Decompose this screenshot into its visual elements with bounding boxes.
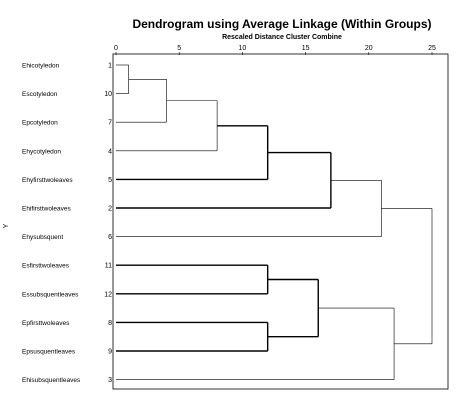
x-tick-label: 20: [365, 45, 373, 52]
case-number: 12: [104, 291, 112, 298]
case-number: 9: [108, 349, 112, 356]
x-tick-label: 0: [114, 45, 118, 52]
case-number: 11: [105, 263, 112, 270]
y-axis-label: Y: [3, 223, 10, 228]
leaf-label: Escotyledon: [22, 91, 58, 98]
case-number: 5: [108, 177, 112, 184]
leaf-label: Esfirsttwoleaves: [22, 263, 70, 270]
chart-title: Dendrogram using Average Linkage (Within…: [132, 17, 431, 31]
x-axis-ticks: 0 5 10 15 20 25: [114, 45, 436, 55]
x-tick-label: 5: [177, 45, 181, 52]
leaf-label: Ehifirsttwoleaves: [22, 206, 72, 213]
x-tick-label: 10: [239, 45, 247, 52]
chart-subtitle: Rescaled Distance Cluster Combine: [222, 34, 342, 41]
x-tick-label: 15: [302, 45, 310, 52]
plot-frame: [112, 53, 449, 390]
leaf-label: Essubsquentleaves: [22, 291, 79, 298]
leaf-label: Ehysubsquent: [22, 234, 63, 241]
case-number: 6: [108, 234, 112, 241]
case-number: 4: [108, 148, 112, 155]
leaf-label: Ehicotyledon: [22, 63, 60, 70]
case-number: 1: [108, 63, 112, 70]
x-tick-label: 25: [428, 45, 436, 52]
leaf-labels: Ehicotyledon 1 Escotyledon 10 Epcotyledon 7 Eh…: [22, 63, 112, 385]
case-number: 10: [104, 91, 112, 98]
leaf-label: Ehisubsquentleaves: [22, 377, 81, 384]
leaf-label: Epcotyledon: [22, 120, 58, 127]
case-number: 8: [108, 320, 112, 327]
case-number: 7: [108, 120, 112, 127]
case-number: 3: [108, 377, 112, 384]
leaf-label: Ehycotyledon: [22, 148, 61, 155]
case-number: 2: [108, 206, 112, 213]
leaf-label: Epsusquentleaves: [22, 349, 76, 356]
dendrogram-links: [116, 64, 433, 380]
leaf-label: Ehyfirsttwoleaves: [22, 177, 73, 184]
leaf-label: Epfirsttwoleaves: [22, 320, 70, 327]
